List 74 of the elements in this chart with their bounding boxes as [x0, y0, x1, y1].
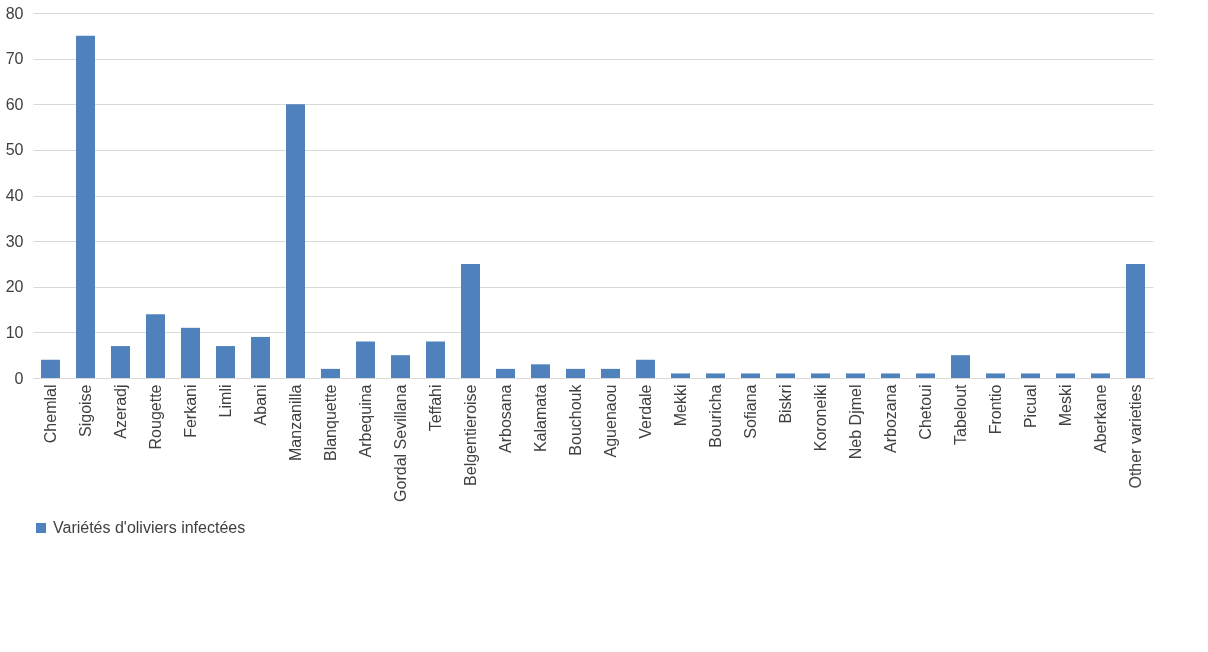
bar — [461, 263, 480, 378]
x-tick-label: Rougette — [146, 384, 164, 450]
x-tick-label: Bouchouk — [566, 383, 584, 456]
y-tick-label: 80 — [5, 4, 24, 22]
x-tick-label: Neb Djmel — [846, 384, 864, 460]
x-tick-label: Teffahi — [426, 384, 444, 432]
x-tick-label: Frontio — [986, 384, 1004, 435]
bar — [636, 359, 655, 378]
bar — [986, 373, 1005, 378]
bar — [776, 373, 795, 378]
bar — [881, 373, 900, 378]
x-tick-label: Blanquette — [321, 384, 339, 462]
y-tick-label: 0 — [14, 369, 24, 387]
x-tick-label: Verdale — [636, 384, 654, 439]
bar — [356, 341, 375, 378]
bar — [426, 341, 445, 378]
bar — [146, 314, 165, 378]
x-tick-label: Arbosana — [496, 384, 514, 453]
x-tick-label: Bouricha — [706, 384, 724, 448]
bar — [1021, 373, 1040, 378]
bar — [251, 336, 270, 378]
bar — [531, 364, 550, 378]
y-tick-label: 50 — [5, 141, 24, 159]
x-tick-label: Tabelout — [951, 383, 969, 445]
x-tick-label: Sigoise — [76, 384, 94, 437]
x-tick-label: Chetoui — [916, 384, 934, 440]
x-tick-label: Meski — [1056, 384, 1074, 427]
x-tick-label: Chemlal — [41, 384, 59, 444]
x-tick-label: Azeradj — [111, 384, 129, 439]
x-tick-label: Manzanilla — [286, 384, 304, 461]
bar — [1091, 373, 1110, 378]
x-tick-label: Belgentieroise — [461, 384, 479, 486]
bar — [1056, 373, 1075, 378]
bar — [951, 355, 970, 378]
bar — [286, 104, 305, 378]
x-tick-label: Aberkane — [1091, 384, 1109, 453]
bar — [671, 373, 690, 378]
x-tick-label: Koroneiki — [811, 384, 829, 452]
x-tick-label: Aguenaou — [601, 384, 619, 458]
x-tick-label: Ferkani — [181, 384, 199, 438]
x-tick-label: Other varieties — [1126, 384, 1144, 489]
x-tick-label: Biskri — [776, 384, 794, 424]
x-tick-label: Arbozana — [881, 384, 899, 453]
bar — [111, 346, 130, 378]
x-tick-label: Abani — [251, 384, 269, 426]
y-tick-label: 10 — [5, 323, 24, 341]
bar — [601, 368, 620, 378]
y-tick-label: 30 — [5, 232, 24, 250]
y-tick-label: 40 — [5, 187, 24, 204]
bar — [216, 346, 235, 378]
bar — [41, 359, 60, 378]
bar — [181, 327, 200, 378]
bar — [566, 368, 585, 378]
bar — [811, 373, 830, 378]
bar — [706, 373, 725, 378]
bar — [741, 373, 760, 378]
bar — [496, 368, 515, 378]
x-tick-label: Arbequina — [356, 384, 374, 458]
bar — [1126, 263, 1145, 378]
bar — [391, 355, 410, 378]
x-tick-label: Sofiana — [741, 384, 759, 439]
bar — [846, 373, 865, 378]
bar — [916, 373, 935, 378]
x-tick-label: Limli — [216, 384, 234, 418]
legend-label: Variétés d'oliviers infectées — [53, 519, 246, 536]
y-tick-label: 70 — [5, 50, 24, 68]
y-tick-label: 20 — [5, 278, 24, 296]
bar — [321, 368, 340, 378]
bar — [76, 35, 95, 378]
y-tick-label: 60 — [5, 95, 24, 113]
x-tick-label: Mekki — [671, 384, 689, 427]
x-tick-label: Picual — [1021, 384, 1039, 429]
x-tick-label: Kalamata — [531, 384, 549, 453]
x-tick-label: Gordal Sevillana — [391, 384, 409, 502]
